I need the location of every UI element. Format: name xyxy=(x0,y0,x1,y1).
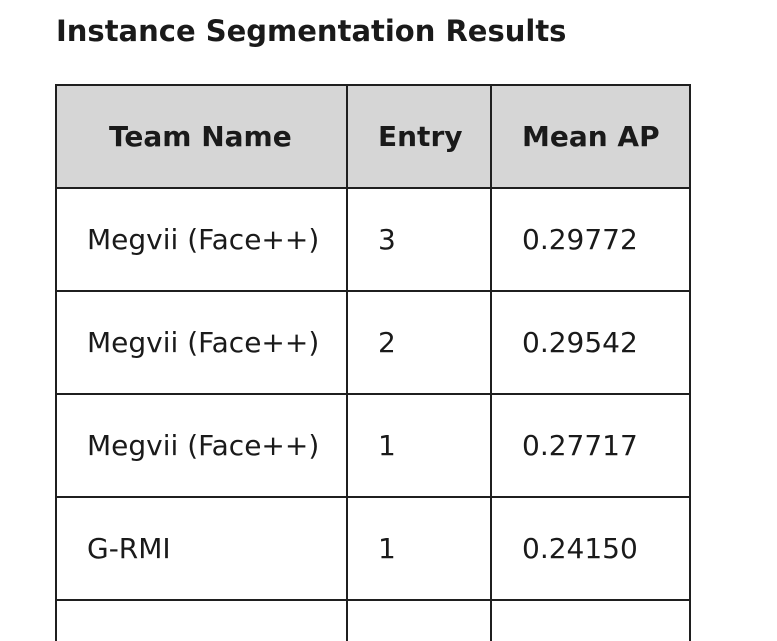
team-name-cell-empty xyxy=(55,599,348,641)
team-name-cell: Megvii (Face++) xyxy=(55,393,348,498)
mean-ap-cell: 0.29772 xyxy=(490,187,691,292)
table-row: Megvii (Face++) 3 0.29772 xyxy=(55,187,691,292)
table-row: Megvii (Face++) 2 0.29542 xyxy=(55,290,691,395)
table-row: Megvii (Face++) 1 0.27717 xyxy=(55,393,691,498)
column-header-mean-ap: Mean AP xyxy=(490,84,691,189)
mean-ap-cell: 0.24150 xyxy=(490,496,691,601)
table-row: G-RMI 1 0.24150 xyxy=(55,496,691,601)
team-name-cell: G-RMI xyxy=(55,496,348,601)
results-table: Team Name Entry Mean AP Megvii (Face++) … xyxy=(55,84,691,641)
table-header-row: Team Name Entry Mean AP xyxy=(55,84,691,189)
entry-cell: 3 xyxy=(346,187,492,292)
entry-cell: 1 xyxy=(346,496,492,601)
mean-ap-cell: 0.29542 xyxy=(490,290,691,395)
entry-cell: 1 xyxy=(346,393,492,498)
column-header-entry: Entry xyxy=(346,84,492,189)
column-header-team-name: Team Name xyxy=(55,84,348,189)
mean-ap-cell-empty xyxy=(490,599,691,641)
page-title: Instance Segmentation Results xyxy=(56,14,567,48)
table-row-partial xyxy=(55,599,691,641)
entry-cell: 2 xyxy=(346,290,492,395)
team-name-cell: Megvii (Face++) xyxy=(55,187,348,292)
mean-ap-cell: 0.27717 xyxy=(490,393,691,498)
team-name-cell: Megvii (Face++) xyxy=(55,290,348,395)
entry-cell-empty xyxy=(346,599,492,641)
